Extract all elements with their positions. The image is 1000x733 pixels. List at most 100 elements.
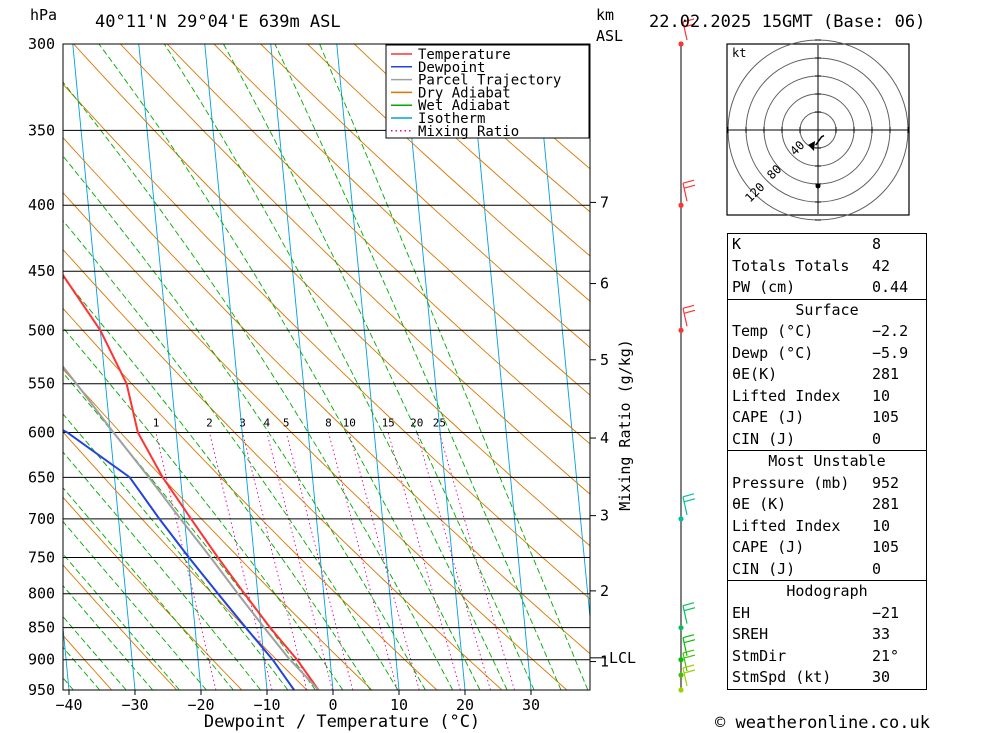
indices-row: CAPE (J) 105 bbox=[728, 407, 926, 429]
indices-value: −2.2 bbox=[872, 322, 909, 340]
mixing-ratio-label: 25 bbox=[433, 416, 446, 429]
indices-value: 0.44 bbox=[872, 278, 909, 296]
indices-label: StmDir bbox=[732, 646, 787, 665]
guide-lines bbox=[0, 44, 729, 690]
mixing-ratio-line bbox=[416, 432, 491, 690]
mixing-ratio-axis-label: Mixing Ratio (g/kg) bbox=[616, 339, 634, 511]
indices-value: 21° bbox=[872, 646, 900, 665]
isotherm-line bbox=[468, 44, 532, 690]
indices-value: 42 bbox=[872, 256, 891, 275]
x-tick-label: −10 bbox=[253, 696, 280, 714]
dry-adiabat-line bbox=[260, 44, 590, 349]
wind-barb bbox=[682, 179, 696, 202]
mixing-ratio-line bbox=[242, 432, 308, 690]
isotherm-line bbox=[72, 44, 136, 690]
dry-adiabat-line bbox=[63, 83, 590, 600]
indices-label: CAPE (J) bbox=[732, 408, 805, 426]
wind-barb-flag bbox=[682, 304, 695, 309]
pressure-tick-label: 850 bbox=[28, 619, 55, 637]
indices-row: θE (K) 281 bbox=[728, 494, 926, 516]
pressure-tick-label: 600 bbox=[28, 423, 55, 441]
indices-label: K bbox=[732, 235, 742, 253]
isotherm-line bbox=[270, 44, 334, 690]
legend-box bbox=[385, 44, 590, 139]
indices-row: Dewp (°C) −5.9 bbox=[728, 343, 926, 365]
indices-section: K 8 Totals Totals 42 PW (cm) 0.44 bbox=[727, 233, 927, 299]
wet-adiabat-line bbox=[63, 81, 454, 690]
dry-adiabat-line bbox=[63, 564, 178, 690]
indices-row: Lifted Index 10 bbox=[728, 386, 926, 408]
dry-adiabat-line bbox=[120, 44, 590, 495]
hodograph-trace bbox=[814, 134, 825, 146]
mixing-ratio-label: 20 bbox=[410, 416, 423, 429]
dry-adiabat-line bbox=[63, 496, 243, 690]
wind-barb-flag bbox=[682, 493, 695, 498]
isotherm-line bbox=[402, 44, 466, 690]
x-tick-label: 0 bbox=[328, 696, 337, 714]
isotherm-line bbox=[667, 44, 729, 690]
wind-barb-marker bbox=[678, 672, 684, 678]
wet-adiabat-line bbox=[163, 44, 508, 690]
wind-barb-flag bbox=[683, 669, 696, 674]
indices-value: −5.9 bbox=[872, 343, 909, 362]
legend-entry: Mixing Ratio bbox=[418, 124, 519, 140]
isotherm-line bbox=[534, 44, 590, 623]
indices-value: 10 bbox=[872, 516, 891, 535]
x-axis-label: Dewpoint / Temperature (°C) bbox=[204, 712, 480, 732]
indices-label: Lifted Index bbox=[732, 386, 841, 405]
indices-value: −21 bbox=[872, 603, 900, 622]
legend-entry: Temperature bbox=[418, 47, 511, 63]
mixing-ratio-line bbox=[266, 432, 333, 690]
indices-label: StmSpd (kt) bbox=[732, 668, 832, 686]
asl-label: ASL bbox=[596, 27, 623, 45]
pressure-unit-label: hPa bbox=[30, 6, 57, 24]
pressure-tick-label: 750 bbox=[28, 549, 55, 567]
dewpoint-line bbox=[63, 429, 295, 690]
indices-label: SREH bbox=[732, 625, 769, 643]
indices-row: SREH 33 bbox=[728, 624, 926, 646]
dry-adiabat-line bbox=[63, 307, 438, 690]
isotherm-line bbox=[204, 44, 268, 690]
hodograph-unit: kt bbox=[732, 46, 746, 60]
wet-adiabat-line bbox=[63, 326, 344, 690]
isotherm-line bbox=[0, 44, 3, 690]
pressure-tick-label: 350 bbox=[28, 121, 55, 139]
wet-adiabat-line bbox=[222, 44, 535, 690]
indices-row: Temp (°C) −2.2 bbox=[728, 321, 926, 343]
indices-value: 952 bbox=[872, 473, 900, 492]
wind-barb-profile bbox=[678, 18, 696, 693]
indices-row: StmSpd (kt) 30 bbox=[728, 667, 926, 689]
dry-adiabat-line bbox=[353, 44, 590, 257]
mixing-ratio-label: 15 bbox=[382, 416, 395, 429]
indices-section-title: Hodograph bbox=[786, 582, 868, 600]
wet-adiabat-line bbox=[274, 44, 562, 690]
wind-barb-flag bbox=[683, 498, 696, 503]
plot-frame bbox=[62, 43, 591, 691]
indices-value: 33 bbox=[872, 625, 891, 643]
dry-adiabat-line bbox=[166, 44, 590, 445]
wet-adiabat-line bbox=[63, 413, 289, 690]
mixing-ratio-line bbox=[387, 432, 461, 690]
wind-barb-marker bbox=[678, 625, 684, 631]
indices-row: PW (cm) 0.44 bbox=[728, 277, 926, 299]
legend-entry: Wet Adiabat bbox=[418, 98, 511, 114]
indices-value: 0 bbox=[872, 429, 882, 448]
indices-section: Hodograph EH −21 SREH 33 StmDir 21° StmSpd (kt)… bbox=[727, 580, 927, 690]
parcel-trajectory-line bbox=[63, 365, 320, 690]
wind-barb-flag bbox=[682, 602, 695, 607]
wind-barb-staff bbox=[682, 496, 688, 515]
mixing-ratio-line bbox=[348, 432, 420, 690]
km-label: km bbox=[596, 6, 614, 24]
wet-adiabat-line bbox=[63, 615, 127, 690]
wind-barb-flag bbox=[683, 607, 696, 612]
x-tick-label: −20 bbox=[187, 696, 214, 714]
indices-label: PW (cm) bbox=[732, 278, 796, 296]
location-label: 40°11'N 29°04'E 639m ASL bbox=[95, 12, 341, 32]
storm-motion-marker bbox=[815, 183, 821, 189]
dry-adiabat-line bbox=[307, 44, 590, 302]
pressure-tick-label: 650 bbox=[28, 468, 55, 486]
indices-row: StmDir 21° bbox=[728, 646, 926, 668]
wet-adiabat-line bbox=[63, 553, 180, 690]
mixing-ratio-line bbox=[155, 432, 217, 690]
